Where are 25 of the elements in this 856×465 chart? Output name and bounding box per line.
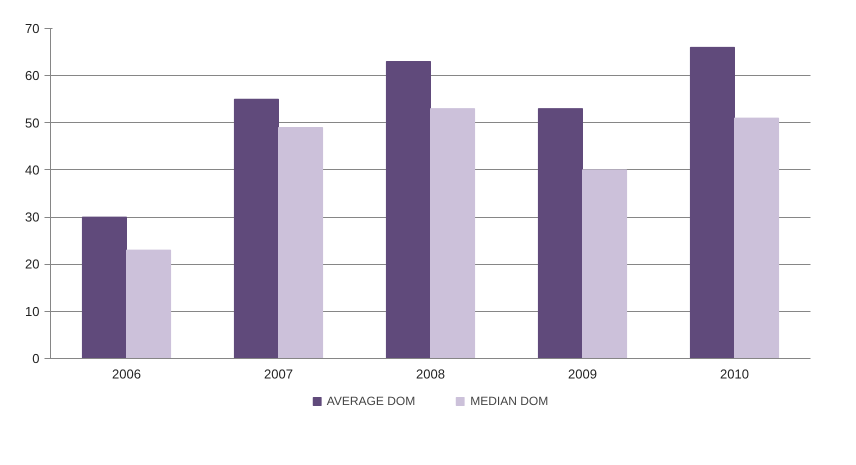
y-tick-label: 70 <box>25 21 40 36</box>
y-tick-label: 30 <box>25 210 40 225</box>
bar <box>234 98 279 358</box>
bar <box>430 108 476 358</box>
legend-label: MEDIAN DOM <box>470 394 548 408</box>
x-tick-label: 2007 <box>264 366 293 382</box>
bar <box>582 169 628 358</box>
y-tick-label: 20 <box>25 256 40 272</box>
bar <box>538 108 583 358</box>
x-tick-label: 2010 <box>720 366 749 382</box>
y-tick-label: 60 <box>25 68 40 84</box>
bar <box>82 216 127 358</box>
x-tick-label: 2006 <box>112 366 141 382</box>
bar <box>386 61 431 358</box>
bar <box>278 127 324 358</box>
x-tick-label: 2008 <box>416 366 445 382</box>
y-tick-label: 10 <box>25 304 40 319</box>
x-tick-label: 2009 <box>568 366 597 382</box>
legend-label: AVERAGE DOM <box>326 394 416 408</box>
bar <box>734 118 780 358</box>
y-tick-label: 40 <box>25 162 40 178</box>
bar <box>690 46 735 358</box>
bar <box>126 250 172 358</box>
y-tick-label: 0 <box>32 351 40 366</box>
y-tick-label: 50 <box>25 115 40 130</box>
